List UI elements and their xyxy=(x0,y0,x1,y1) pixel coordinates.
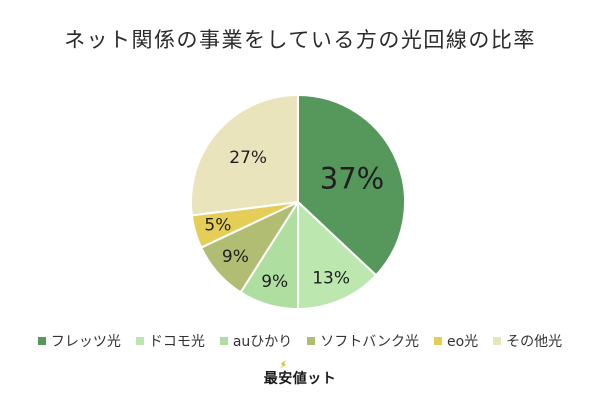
pie-slice-5 xyxy=(190,94,299,217)
legend-label-3: ソフトバンク光 xyxy=(320,334,419,350)
legend-swatch-icon-3 xyxy=(307,337,316,345)
legend-label-4: eo光 xyxy=(446,334,479,350)
legend-swatch-icon-2 xyxy=(219,337,228,345)
site-logo-text: 最安値ット xyxy=(263,371,337,387)
lightning-icon: ⚡ xyxy=(279,360,288,371)
pie-slice-value-label-2: 9% xyxy=(261,272,288,292)
legend-item-5: その他光 xyxy=(493,331,562,351)
site-logo: ⚡ 最安値ット xyxy=(263,360,337,388)
legend-swatch-icon-5 xyxy=(493,337,502,345)
legend-item-4: eo光 xyxy=(433,331,479,351)
pie-slice-1 xyxy=(297,201,377,310)
legend-swatch-icon-4 xyxy=(433,337,442,345)
legend-item-0: フレッツ光 xyxy=(37,331,121,351)
footer-logo-row: ⚡ 最安値ット xyxy=(0,360,600,388)
pie-slice-value-label-0: 37% xyxy=(320,162,384,196)
pie-slice-value-label-1: 13% xyxy=(312,269,350,289)
legend-swatch-icon-0 xyxy=(37,337,46,345)
pie-slice-value-label-4: 5% xyxy=(204,215,231,235)
legend-item-3: ソフトバンク光 xyxy=(307,331,419,351)
legend-item-1: ドコモ光 xyxy=(135,331,205,351)
legend-swatch-icon-1 xyxy=(135,337,144,345)
legend-label-1: ドコモ光 xyxy=(148,334,205,350)
legend-label-0: フレッツ光 xyxy=(50,334,121,350)
legend-label-2: auひかり xyxy=(232,334,293,350)
chart-title: ネット関係の事業をしている方の光回線の比率 xyxy=(64,28,536,52)
chart-legend: フレッツ光 ドコモ光 auひかり ソフトバンク光 eo光 その他光 xyxy=(0,331,600,351)
pie-slice-value-label-5: 27% xyxy=(229,148,267,168)
pie-slice-0 xyxy=(297,94,406,277)
legend-item-2: auひかり xyxy=(219,331,293,351)
pie-slice-value-label-3: 9% xyxy=(222,247,249,267)
legend-label-5: その他光 xyxy=(506,334,563,350)
